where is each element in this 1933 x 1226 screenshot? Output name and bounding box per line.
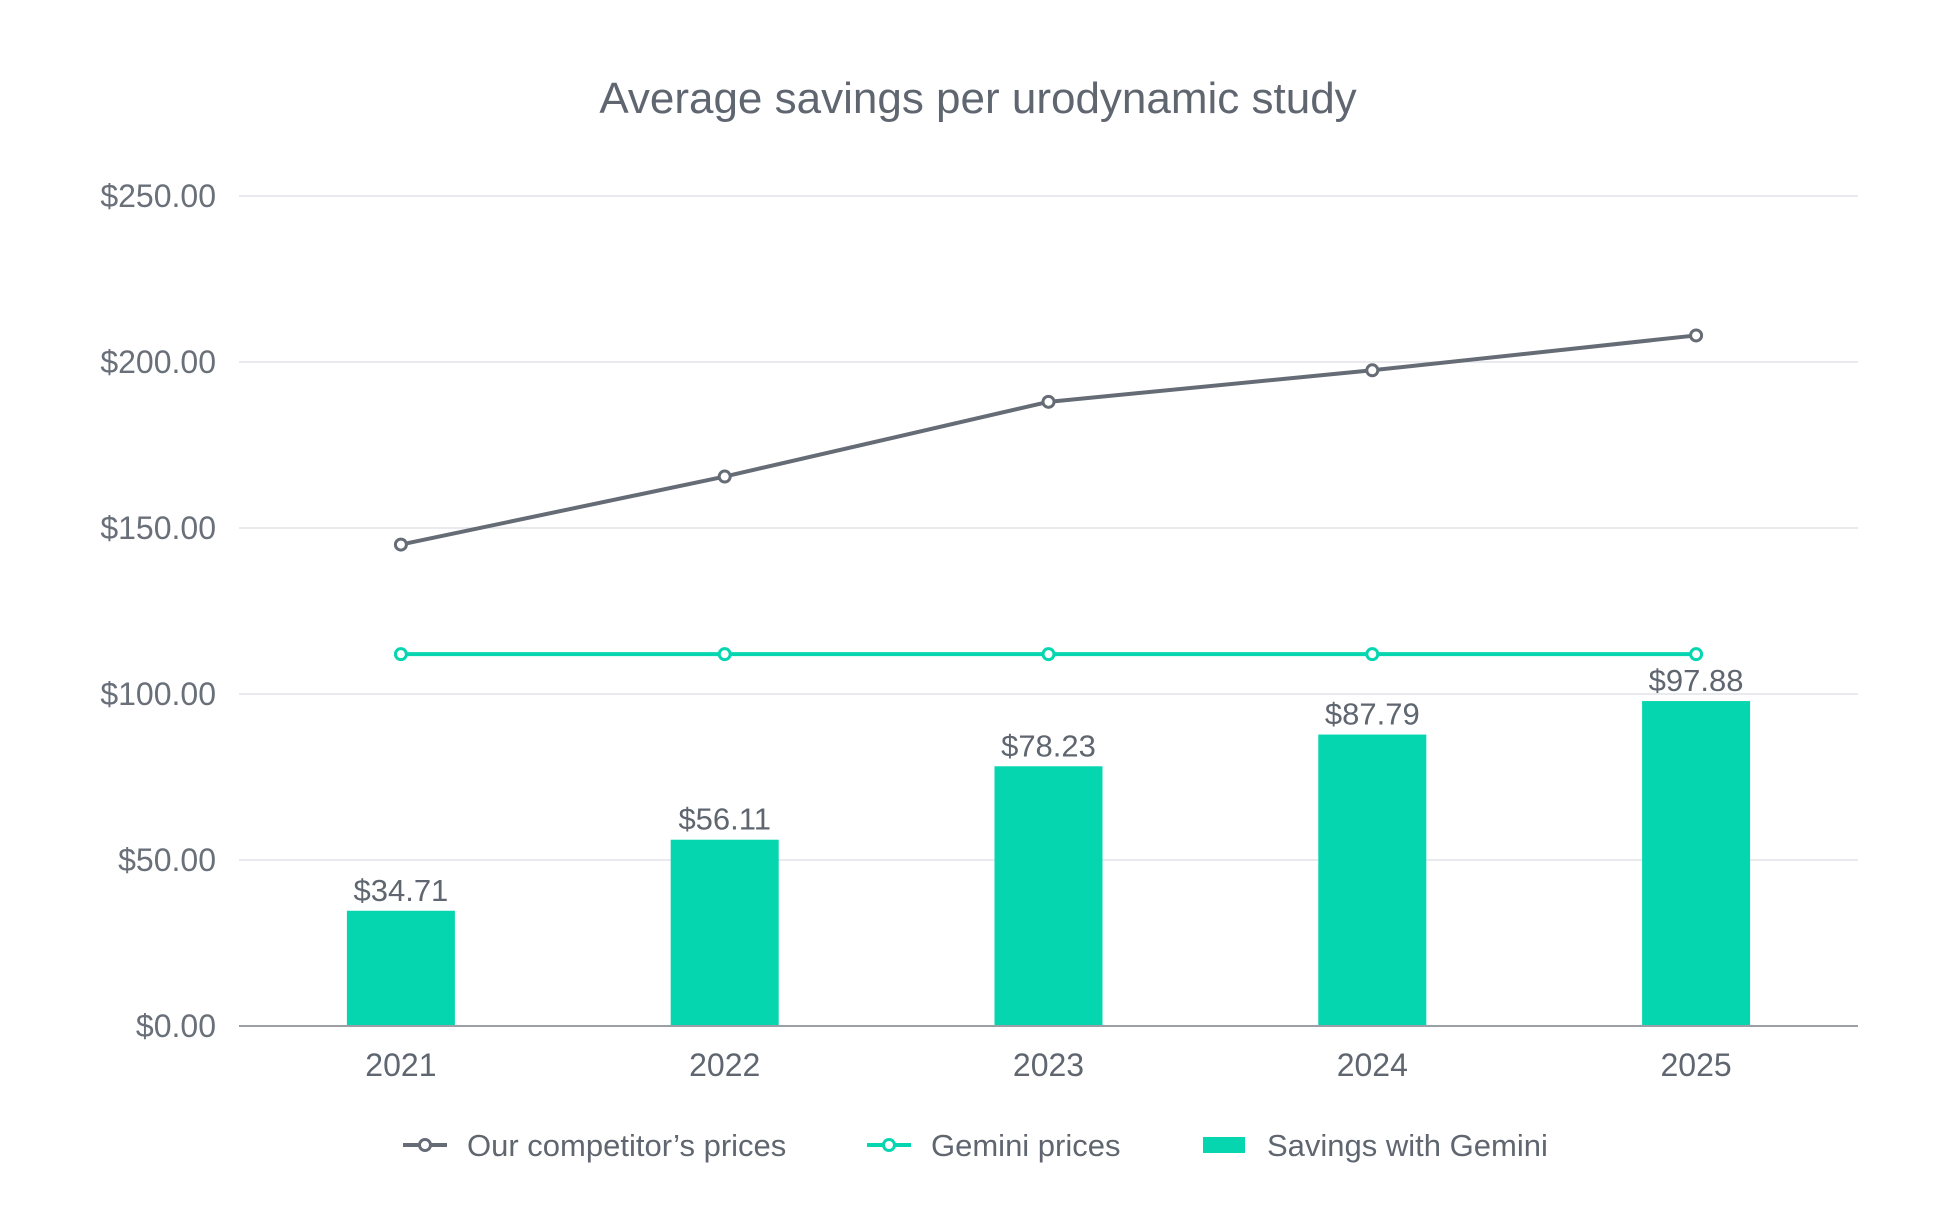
x-tick-label: 2023	[1013, 1047, 1084, 1083]
lines	[393, 328, 1704, 662]
chart-title: Average savings per urodynamic study	[599, 74, 1356, 123]
x-axis-tick-labels: 2021 2022 2023 2024 2025	[365, 1047, 1731, 1083]
y-axis-tick-labels: $0.00 $50.00 $100.00 $150.00 $200.00 $250.00	[100, 178, 216, 1044]
bar	[670, 839, 779, 1026]
bars	[346, 701, 1751, 1026]
y-tick-label: $150.00	[100, 510, 216, 546]
legend-label: Savings with Gemini	[1267, 1128, 1548, 1163]
line-point	[1365, 363, 1380, 378]
legend-item[interactable]: Our competitor’s prices	[403, 1128, 786, 1163]
y-tick-label: $200.00	[100, 344, 216, 380]
line-point	[393, 647, 408, 662]
legend-bar-swatch	[1203, 1137, 1245, 1153]
bar-data-label: $97.88	[1649, 663, 1744, 698]
line-point	[717, 469, 732, 484]
legend-marker	[882, 1138, 896, 1152]
series-line	[400, 333, 1697, 547]
bar	[346, 910, 455, 1026]
bar	[994, 766, 1103, 1026]
line-point	[717, 647, 732, 662]
bar-data-label: $34.71	[353, 873, 448, 908]
x-tick-label: 2021	[365, 1047, 436, 1083]
bar	[1318, 734, 1427, 1026]
bar	[1642, 701, 1751, 1026]
bar-data-label: $87.79	[1325, 697, 1420, 732]
x-tick-label: 2024	[1337, 1047, 1408, 1083]
line-point	[393, 537, 408, 552]
x-tick-label: 2022	[689, 1047, 760, 1083]
line-point	[1041, 647, 1056, 662]
legend-marker	[418, 1138, 432, 1152]
legend-label: Gemini prices	[931, 1128, 1121, 1163]
legend-item[interactable]: Gemini prices	[867, 1128, 1121, 1163]
legend-label: Our competitor’s prices	[467, 1128, 786, 1163]
line-point	[1365, 647, 1380, 662]
line-point	[1689, 328, 1704, 343]
y-tick-label: $250.00	[100, 178, 216, 214]
y-tick-label: $0.00	[136, 1008, 216, 1044]
line-point	[1041, 394, 1056, 409]
bar-data-labels: $34.71 $56.11 $78.23 $87.79 $97.88	[353, 663, 1743, 908]
line-point	[1689, 647, 1704, 662]
bar-data-label: $78.23	[1001, 728, 1096, 763]
y-tick-label: $50.00	[118, 842, 216, 878]
x-tick-label: 2025	[1661, 1047, 1732, 1083]
bar-data-label: $56.11	[678, 802, 771, 837]
legend[interactable]: Our competitor’s prices Gemini prices Savi…	[403, 1128, 1548, 1163]
gridlines	[239, 195, 1858, 861]
y-tick-label: $100.00	[100, 676, 216, 712]
legend-item[interactable]: Savings with Gemini	[1203, 1128, 1548, 1163]
